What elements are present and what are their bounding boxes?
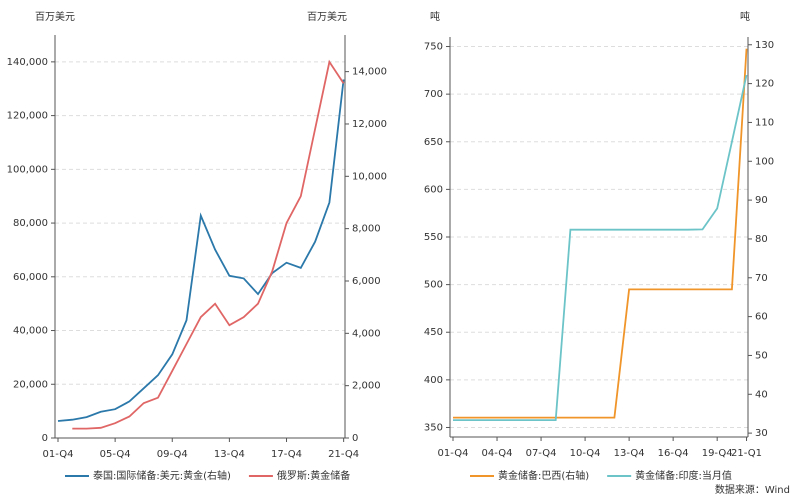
x-tick-label: 05-Q4 xyxy=(100,449,131,460)
y-tick-label: 140,000 xyxy=(7,57,48,68)
x-tick-label: 13-Q4 xyxy=(614,448,645,459)
y-tick-label: 450 xyxy=(424,327,443,338)
y2-tick-label: 30 xyxy=(755,428,768,439)
series-line xyxy=(72,59,345,430)
y2-tick-label: 100 xyxy=(755,156,774,167)
y2-tick-label: 60 xyxy=(755,312,768,323)
x-tick-label: 19-Q4 xyxy=(702,448,733,459)
y2-axis-unit: 吨 xyxy=(740,10,750,23)
y-tick-label: 100,000 xyxy=(7,164,48,175)
legend-label: 黄金储备:印度:当月值 xyxy=(635,469,732,482)
legend-label: 黄金储备:巴西(右轴) xyxy=(498,469,589,482)
y2-tick-label: 40 xyxy=(755,389,768,400)
y2-tick-label: 90 xyxy=(755,195,768,206)
x-tick-label: 09-Q4 xyxy=(157,449,188,460)
y2-tick-label: 2,000 xyxy=(352,381,381,392)
y2-tick-label: 120 xyxy=(755,79,774,90)
y-tick-label: 60,000 xyxy=(13,272,48,283)
x-tick-label: 01-Q4 xyxy=(438,448,469,459)
x-tick-label: 21-Q4 xyxy=(328,449,359,460)
y2-tick-label: 130 xyxy=(755,40,774,51)
y-axis-unit: 吨 xyxy=(430,10,440,23)
y-tick-label: 500 xyxy=(424,280,443,291)
legend-label: 俄罗斯:黄金储备 xyxy=(277,469,350,482)
y-tick-label: 750 xyxy=(424,42,443,53)
x-tick-label: 17-Q4 xyxy=(271,449,302,460)
y-tick-label: 550 xyxy=(424,232,443,243)
y2-tick-label: 70 xyxy=(755,273,768,284)
y-tick-label: 80,000 xyxy=(13,218,48,229)
x-tick-label: 01-Q4 xyxy=(43,449,74,460)
y2-tick-label: 80 xyxy=(755,234,768,245)
y-tick-label: 400 xyxy=(424,375,443,386)
y-tick-label: 40,000 xyxy=(13,326,48,337)
y-tick-label: 600 xyxy=(424,184,443,195)
x-tick-label: 10-Q4 xyxy=(570,448,601,459)
x-tick-label: 04-Q4 xyxy=(482,448,513,459)
x-tick-label: 21-Q1 xyxy=(731,448,762,459)
x-tick-label: 07-Q4 xyxy=(526,448,557,459)
y2-axis-unit: 百万美元 xyxy=(307,10,347,23)
y2-tick-label: 10,000 xyxy=(352,171,387,182)
y-tick-label: 120,000 xyxy=(7,111,48,122)
y-tick-label: 20,000 xyxy=(13,379,48,390)
y2-tick-label: 4,000 xyxy=(352,328,381,339)
y-tick-label: 350 xyxy=(424,422,443,433)
y-tick-label: 0 xyxy=(42,433,48,444)
x-tick-label: 16-Q4 xyxy=(658,448,689,459)
series-line xyxy=(453,48,748,419)
legend-label: 泰国:国际储备:美元:黄金(右轴) xyxy=(93,469,231,482)
y2-tick-label: 14,000 xyxy=(352,67,387,78)
y2-tick-label: 110 xyxy=(755,117,774,128)
y2-tick-label: 0 xyxy=(352,433,358,444)
y2-tick-label: 8,000 xyxy=(352,224,381,235)
y2-tick-label: 12,000 xyxy=(352,119,387,130)
y-axis-unit: 百万美元 xyxy=(35,10,75,23)
x-tick-label: 13-Q4 xyxy=(214,449,245,460)
series-line xyxy=(453,74,748,421)
y2-tick-label: 6,000 xyxy=(352,276,381,287)
source-note: 数据来源：Wind xyxy=(715,483,790,496)
y-tick-label: 650 xyxy=(424,137,443,148)
y-tick-label: 700 xyxy=(424,89,443,100)
y2-tick-label: 50 xyxy=(755,350,768,361)
series-line xyxy=(57,79,345,422)
